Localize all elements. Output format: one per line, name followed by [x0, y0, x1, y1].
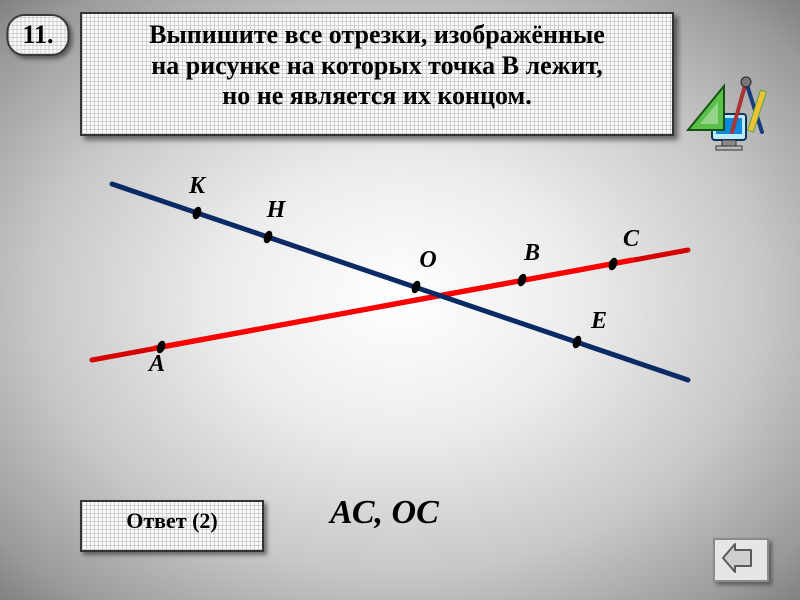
answer-value: АС, ОС [330, 494, 439, 532]
point-label-K: K [188, 173, 207, 199]
question-box: Выпишите все отрезки, изображённые на ри… [80, 12, 674, 136]
point-label-C: C [623, 226, 640, 252]
answer-button-label: Ответ (2) [126, 508, 218, 533]
arrow-left-icon [717, 540, 765, 576]
point-label-B: B [523, 240, 540, 266]
answer-button[interactable]: Ответ (2) [80, 500, 264, 552]
problem-number: 11. [22, 20, 53, 49]
question-line: на рисунке на которых точка В лежит, [82, 51, 672, 82]
point-label-E: E [590, 308, 607, 334]
geometry-diagram: K H O B C E A [0, 140, 800, 430]
question-line: Выпишите все отрезки, изображённые [82, 20, 672, 51]
point-label-A: A [147, 351, 165, 377]
question-line: но не является их концом. [82, 81, 672, 112]
back-button[interactable] [713, 538, 769, 582]
point-label-H: H [266, 197, 287, 223]
slide-stage: 11. Выпишите все отрезки, изображённые н… [0, 0, 800, 600]
point-label-O: O [419, 247, 436, 273]
problem-number-badge: 11. [6, 14, 69, 56]
